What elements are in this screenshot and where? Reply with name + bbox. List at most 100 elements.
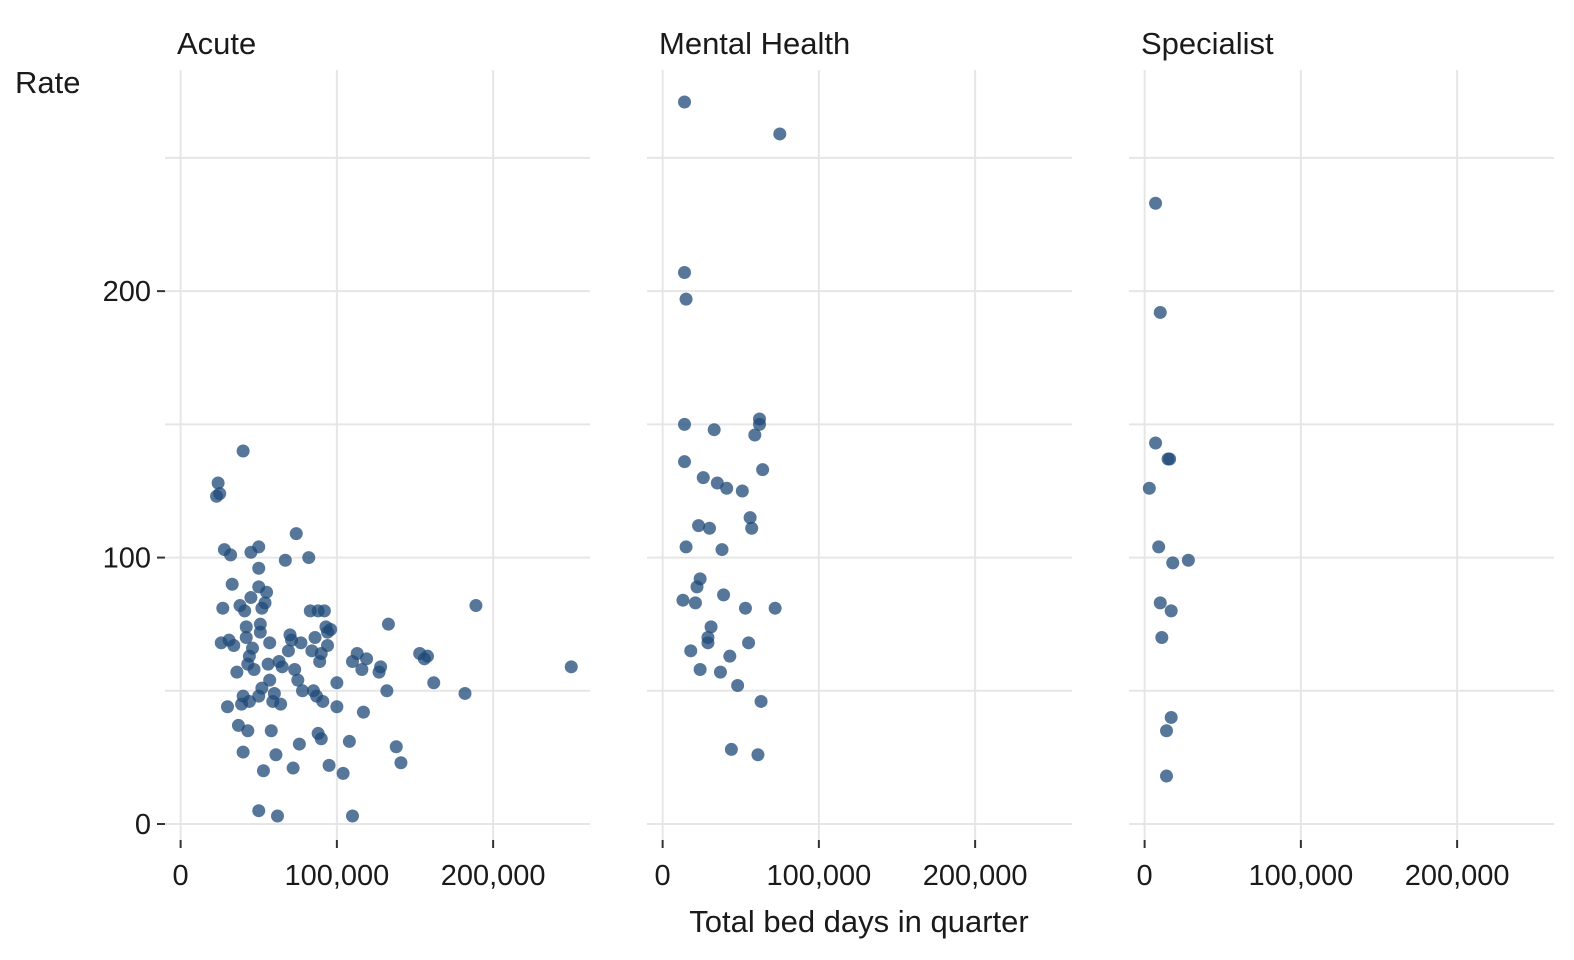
scatter-point <box>236 745 250 759</box>
scatter-point <box>264 724 278 738</box>
scatter-point <box>256 764 270 778</box>
scatter-point <box>745 521 759 535</box>
scatter-point <box>696 471 710 485</box>
scatter-point <box>678 95 691 109</box>
scatter-point <box>247 662 261 676</box>
scatter-point <box>1142 481 1156 495</box>
scatter-point <box>330 676 344 690</box>
scatter-point <box>308 631 322 645</box>
scatter-point <box>768 601 782 615</box>
scatter-point <box>211 476 225 490</box>
facet-title: Specialist <box>1141 26 1274 61</box>
scatter-point <box>742 636 756 650</box>
x-tick-label: 0 <box>655 860 671 892</box>
scatter-point <box>342 734 356 748</box>
scatter-point <box>281 644 295 658</box>
scatter-point <box>720 481 734 495</box>
scatter-point <box>751 748 765 762</box>
scatter-point <box>738 601 752 615</box>
scatter-point <box>296 684 309 698</box>
scatter-point <box>269 748 283 762</box>
scatter-point <box>380 684 394 698</box>
scatter-point <box>704 620 718 634</box>
x-tick-label: 100,000 <box>766 860 871 892</box>
scatter-point <box>703 521 716 535</box>
scatter-point <box>421 649 434 663</box>
scatter-point <box>246 641 259 655</box>
scatter-point <box>321 639 334 653</box>
scatter-point <box>1153 596 1167 610</box>
scatter-point <box>322 758 336 772</box>
y-axis: 0 100 200 <box>103 276 165 841</box>
scatter-point <box>221 700 234 714</box>
scatter-point <box>274 697 288 711</box>
scatter-point <box>427 676 441 690</box>
facet-panel-acute: 0 100,000 200,000 Acute <box>165 26 590 892</box>
scatter-point <box>239 631 253 645</box>
scatter-point <box>238 604 252 618</box>
scatter-point <box>263 636 277 650</box>
scatter-point <box>346 809 359 823</box>
scatter-point <box>255 681 269 695</box>
scatter-point <box>324 623 338 637</box>
facet-panel-mental-health: 0 100,000 200,000 Mental Health <box>647 26 1072 892</box>
scatter-point <box>684 644 698 658</box>
scatter-point <box>224 548 238 562</box>
scatter-point <box>244 591 258 605</box>
scatter-point <box>252 540 266 554</box>
scatter-point <box>676 593 690 607</box>
scatter-point <box>230 665 244 679</box>
scatter-point <box>701 636 715 650</box>
scatter-point <box>469 599 483 613</box>
facet-panels: 0 100,000 200,000 Acute 0 100,000 200,000 Menta… <box>165 26 1554 892</box>
scatter-point <box>389 740 403 754</box>
scatter-point <box>286 761 300 775</box>
scatter-point <box>394 756 408 770</box>
y-axis-title: Rate <box>15 65 80 100</box>
scatter-point <box>679 292 693 306</box>
scatter-point <box>1153 305 1167 319</box>
scatter-point <box>678 265 691 279</box>
x-tick-label: 200,000 <box>441 860 546 892</box>
scatter-point <box>1181 553 1195 567</box>
scatter-point <box>1155 631 1169 645</box>
scatter-point <box>1163 452 1177 466</box>
scatter-point <box>723 649 737 663</box>
x-tick-label: 0 <box>173 860 189 892</box>
scatter-point <box>713 665 727 679</box>
scatter-point <box>1149 436 1163 450</box>
x-tick-label: 100,000 <box>284 860 389 892</box>
scatter-point <box>564 660 578 674</box>
scatter-point <box>292 737 306 751</box>
scatter-point <box>735 484 749 498</box>
scatter-point <box>374 660 388 674</box>
scatter-point <box>678 417 691 431</box>
facet-title: Acute <box>177 26 256 61</box>
x-axis-title: Total bed days in quarter <box>689 904 1029 939</box>
scatter-point <box>314 732 328 746</box>
scatter-point <box>227 639 241 653</box>
scatter-point <box>458 686 472 700</box>
scatter-point <box>724 742 738 756</box>
scatter-point <box>715 543 729 557</box>
scatter-point <box>717 588 731 602</box>
scatter-point <box>773 127 787 141</box>
x-tick-label: 200,000 <box>923 860 1028 892</box>
scatter-point <box>213 487 227 501</box>
scatter-point <box>241 724 255 738</box>
scatter-point <box>356 705 370 719</box>
facet-title: Mental Health <box>659 26 850 61</box>
scatter-point <box>753 417 766 431</box>
scatter-point <box>678 455 691 469</box>
scatter-point <box>1149 196 1163 210</box>
scatter-point <box>216 601 230 615</box>
scatter-point <box>271 809 284 823</box>
scatter-point <box>278 553 292 567</box>
scatter-point <box>688 596 702 610</box>
scatter-point <box>252 804 266 818</box>
x-tick-label: 200,000 <box>1405 860 1510 892</box>
scatter-point <box>360 652 374 666</box>
scatter-point <box>267 686 281 700</box>
y-tick-label: 200 <box>103 276 151 308</box>
y-tick-label: 0 <box>135 809 151 841</box>
